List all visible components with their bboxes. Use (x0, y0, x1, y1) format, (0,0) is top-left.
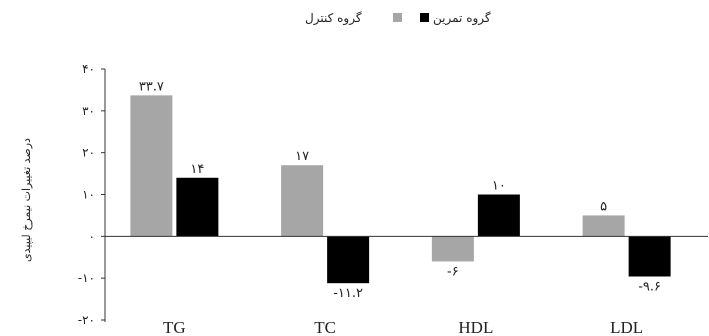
y-tick-label: ۰ (89, 229, 95, 243)
legend-label-control: گروه کنترل (305, 11, 362, 26)
category-label: TG (163, 318, 186, 336)
data-label: -۱۱.۲ (333, 286, 363, 301)
y-ticks: ۴۰ ۳۰ ۲۰ ۱۰ ۰ -۱۰ -۲۰ (78, 62, 105, 327)
legend-swatch-control (393, 13, 402, 22)
category-labels: TG TC HDL LDL (163, 318, 643, 336)
bar-control-ldl (582, 215, 625, 237)
data-label: -۶ (447, 264, 459, 279)
category-label: TC (314, 318, 336, 336)
y-tick-label: -۱۰ (78, 271, 95, 285)
bar-control-tg (130, 95, 173, 237)
y-tick-label: -۲۰ (78, 313, 95, 327)
data-label: -۹.۶ (638, 279, 661, 294)
legend: گروه کنترل گروه تمرین (305, 11, 491, 26)
data-label: ۱۷ (295, 149, 309, 164)
category-label: LDL (610, 318, 643, 336)
y-tick-label: ۱۰ (82, 188, 95, 202)
y-tick-label: ۴۰ (82, 62, 95, 76)
bar-control-hdl (431, 236, 474, 262)
legend-label-training: گروه تمرین (433, 11, 491, 26)
data-label: ۳۳.۷ (139, 79, 164, 94)
bar-training-tc (327, 236, 370, 284)
bar-training-hdl (477, 194, 520, 237)
y-tick-label: ۳۰ (82, 104, 95, 118)
bar-training-tg (176, 177, 219, 237)
data-label: ۱۴ (190, 162, 204, 177)
data-label: ۵ (600, 199, 607, 214)
data-labels: ۳۳.۷ ۱۴ ۱۷ -۱۱.۲ -۶ ۱۰ ۵ -۹.۶ (139, 79, 661, 301)
y-axis-title: درصد تغییرات نیمرخ لیپیدی (20, 138, 33, 262)
y-tick-label: ۲۰ (82, 146, 95, 160)
bar-training-ldl (628, 236, 671, 277)
legend-swatch-training (420, 13, 429, 22)
bars (130, 95, 671, 284)
bar-control-tc (281, 165, 324, 237)
data-label: ۱۰ (492, 179, 506, 194)
category-label: HDL (458, 318, 493, 336)
